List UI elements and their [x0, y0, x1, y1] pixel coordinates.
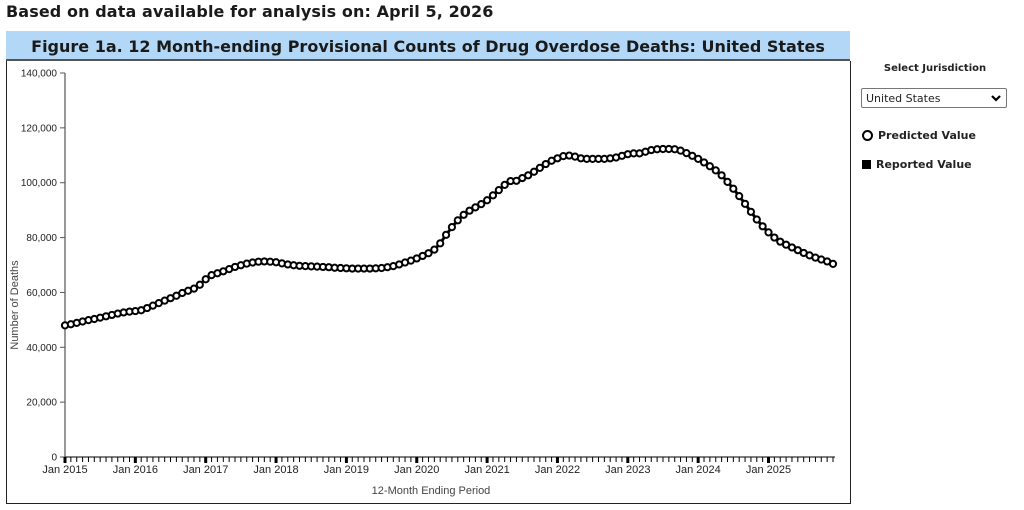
data-point [740, 199, 750, 208]
data-point [195, 280, 204, 289]
data-point [189, 284, 199, 293]
data-point [441, 230, 451, 239]
x-tick-label: Jan 2021 [464, 464, 509, 476]
data-point [541, 159, 550, 169]
y-tick-label: 100,000 [21, 178, 58, 189]
data-point [746, 207, 756, 216]
data-point [770, 233, 779, 242]
data-as-of-notice: Based on data available for analysis on:… [6, 2, 494, 21]
x-tick-label: Jan 2020 [394, 464, 439, 476]
data-point [488, 191, 498, 200]
data-point [529, 167, 539, 176]
open-circle-icon [862, 130, 873, 141]
data-point [764, 228, 773, 237]
legend-label-reported: Reported Value [876, 158, 972, 171]
legend-item-reported: Reported Value [862, 158, 972, 171]
data-point [465, 206, 474, 215]
filled-square-icon [862, 160, 871, 169]
data-point [459, 210, 468, 219]
data-point [758, 222, 767, 231]
y-tick-label: 120,000 [21, 123, 58, 134]
chart-container: 0 20,000 40,000 60,000 80,000 100,000 120,000 1… [6, 61, 851, 504]
legend-label-predicted: Predicted Value [878, 129, 976, 142]
y-tick-label: 140,000 [21, 69, 58, 80]
data-point [828, 259, 838, 269]
data-point [471, 203, 480, 212]
data-point [752, 215, 761, 224]
y-tick-label: 40,000 [26, 343, 57, 354]
y-axis-title: Number of Deaths [9, 260, 21, 350]
data-point [711, 166, 720, 175]
data-point [447, 223, 457, 232]
data-point [436, 239, 445, 248]
x-axis-title: 12-Month Ending Period [372, 485, 491, 497]
data-point [694, 154, 703, 163]
x-tick-label: Jan 2016 [113, 464, 158, 476]
data-point [424, 249, 433, 258]
data-point [500, 180, 509, 190]
x-axis: Jan 2015 Jan 2016 Jan 2017 Jan 2018 Jan 2019… [42, 456, 835, 476]
x-tick-label: Jan 2025 [746, 464, 791, 476]
jurisdiction-select[interactable]: United States [861, 88, 1007, 108]
x-tick-label: Jan 2024 [676, 464, 721, 476]
y-tick-label: 60,000 [26, 288, 57, 299]
x-tick-label: Jan 2019 [324, 464, 369, 476]
data-point [494, 186, 503, 195]
data-point [735, 192, 744, 201]
jurisdiction-select-value: United States [866, 92, 941, 105]
chevron-down-icon [991, 95, 1001, 102]
y-tick-label: 0 [51, 453, 57, 464]
data-point [705, 162, 714, 171]
x-tick-label: Jan 2022 [535, 464, 580, 476]
data-point [483, 196, 492, 205]
data-point [729, 184, 738, 193]
legend-item-predicted: Predicted Value [862, 129, 976, 142]
select-jurisdiction-label: Select Jurisdiction [883, 63, 987, 74]
data-point [699, 158, 709, 167]
data-point [717, 171, 726, 180]
y-axis: 0 20,000 40,000 60,000 80,000 100,000 120,000 1… [21, 69, 66, 464]
figure-header: Figure 1a. 12 Month-ending Provisional C… [6, 31, 850, 61]
data-point [477, 200, 486, 209]
series-predicted [60, 144, 838, 330]
y-tick-label: 80,000 [26, 233, 57, 244]
data-point [524, 171, 533, 180]
chart-title: Figure 1a. 12 Month-ending Provisional C… [31, 37, 825, 56]
data-point [430, 245, 439, 254]
x-tick-label: Jan 2023 [605, 464, 650, 476]
data-point [453, 216, 462, 225]
data-point [723, 177, 732, 186]
line-chart: 0 20,000 40,000 60,000 80,000 100,000 120,000 1… [9, 69, 838, 497]
x-tick-label: Jan 2017 [183, 464, 228, 476]
data-point [201, 275, 210, 284]
x-tick-label: Jan 2018 [253, 464, 298, 476]
data-point [535, 163, 544, 173]
y-tick-label: 20,000 [26, 398, 57, 409]
x-tick-label: Jan 2015 [42, 464, 87, 476]
